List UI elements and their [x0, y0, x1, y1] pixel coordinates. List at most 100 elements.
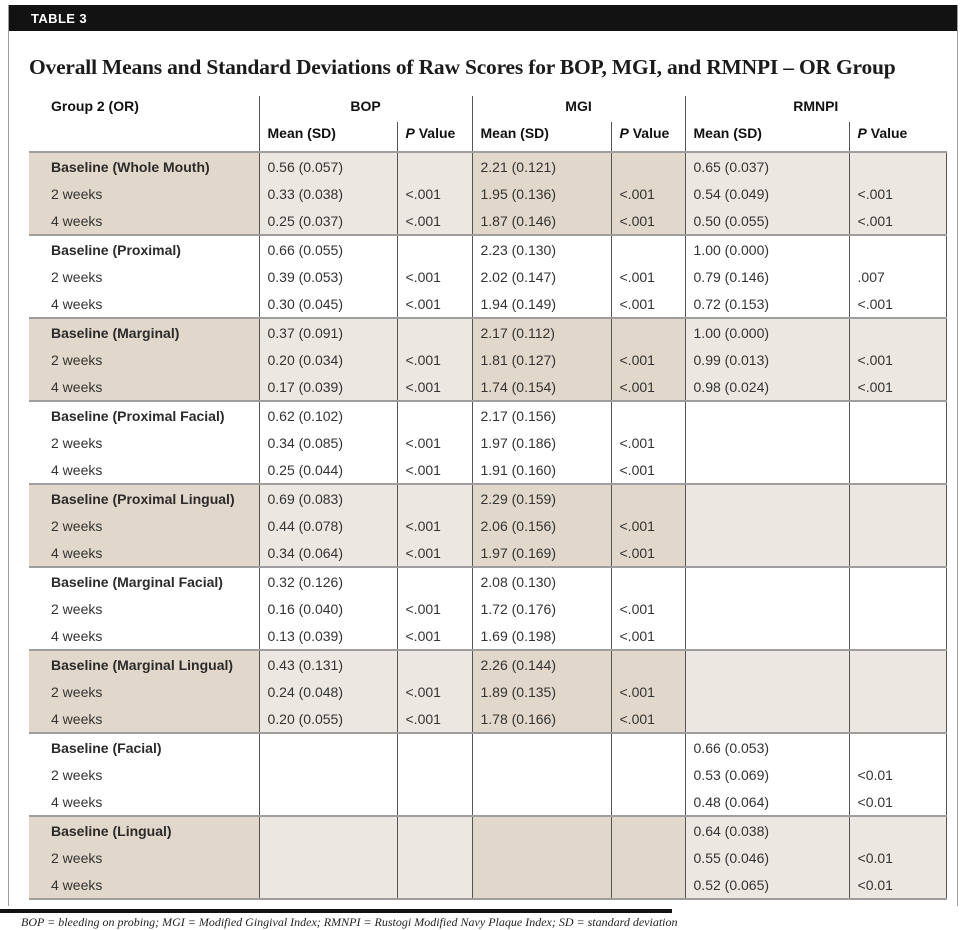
table-row: 4 weeks 0.17 (0.039) <.001 1.74 (0.154) <.00… — [29, 373, 947, 401]
value-cell — [396, 788, 472, 816]
value-cell: <.001 — [610, 373, 686, 401]
value-cell — [258, 788, 397, 816]
value-cell — [684, 483, 850, 512]
value-cell — [258, 871, 397, 900]
header-bop: BOP — [258, 96, 472, 122]
value-cell: <.001 — [848, 207, 947, 235]
table-row: 2 weeks 0.16 (0.040) <.001 1.72 (0.176) <.00… — [29, 595, 947, 622]
table-row: 2 weeks 0.24 (0.048) <.001 1.89 (0.135) <.00… — [29, 678, 947, 705]
value-cell: 2.26 (0.144) — [471, 649, 611, 678]
value-cell — [396, 761, 472, 788]
row-label-cell: Baseline (Whole Mouth) — [29, 151, 259, 180]
value-cell: <0.01 — [848, 871, 947, 900]
value-cell: 1.74 (0.154) — [471, 373, 611, 401]
value-cell: 0.62 (0.102) — [258, 400, 397, 429]
row-label-cell: 4 weeks — [29, 871, 259, 900]
value-cell — [258, 815, 397, 844]
value-cell: 2.17 (0.156) — [471, 400, 611, 429]
value-cell: 0.33 (0.038) — [258, 180, 397, 207]
table-row: 4 weeks 0.52 (0.065) <0.01 — [29, 871, 947, 900]
value-cell — [684, 400, 850, 429]
value-cell — [610, 788, 686, 816]
value-cell: <.001 — [848, 290, 947, 318]
value-cell: 0.37 (0.091) — [258, 317, 397, 346]
value-cell — [848, 705, 947, 733]
value-cell: 2.21 (0.121) — [471, 151, 611, 180]
table-row: Baseline (Marginal) 0.37 (0.091) 2.17 (0.1… — [29, 317, 947, 346]
row-label-cell: Baseline (Lingual) — [29, 815, 259, 844]
value-cell: 0.79 (0.146) — [684, 263, 850, 290]
value-cell: 0.24 (0.048) — [258, 678, 397, 705]
value-cell — [258, 844, 397, 871]
row-label-cell: 4 weeks — [51, 461, 103, 478]
value-cell: <.001 — [396, 539, 472, 567]
header-rmnpi: RMNPI — [684, 96, 947, 122]
row-label-cell: 4 weeks — [51, 295, 103, 312]
table-row: 4 weeks 0.48 (0.064) <0.01 — [29, 788, 947, 816]
value-cell — [471, 815, 611, 844]
table-row: 4 weeks 0.13 (0.039) <.001 1.69 (0.198) <.00… — [29, 622, 947, 650]
value-cell — [684, 705, 850, 733]
value-cell — [610, 871, 686, 900]
value-cell — [471, 732, 611, 761]
table-row: 2 weeks 0.44 (0.078) <.001 2.06 (0.156) <.00… — [29, 512, 947, 539]
value-cell: 0.50 (0.055) — [684, 207, 850, 235]
table-row: Baseline (Whole Mouth) 0.56 (0.057) 2.21 (… — [29, 151, 947, 180]
table-row: Baseline (Proximal) 0.66 (0.055) 2.23 (0.1… — [29, 234, 947, 263]
row-label-cell: Baseline (Facial) — [29, 732, 259, 761]
value-cell: 0.66 (0.055) — [258, 234, 397, 263]
value-cell: 0.66 (0.053) — [684, 732, 850, 761]
value-cell: 2.08 (0.130) — [471, 566, 611, 595]
value-cell — [471, 788, 611, 816]
table-row: Baseline (Facial) 0.66 (0.053) — [29, 732, 947, 761]
value-cell: .007 — [848, 263, 947, 290]
value-cell: 0.72 (0.153) — [684, 290, 850, 318]
value-cell: <.001 — [396, 512, 472, 539]
value-cell — [396, 649, 472, 678]
value-cell — [396, 483, 472, 512]
value-cell — [848, 595, 947, 622]
value-cell — [684, 456, 850, 484]
value-cell: <.001 — [610, 290, 686, 318]
value-cell: 1.00 (0.000) — [684, 234, 850, 263]
value-cell — [848, 317, 947, 346]
value-cell: <0.01 — [848, 788, 947, 816]
value-cell: 0.43 (0.131) — [258, 649, 397, 678]
row-label-cell: Baseline (Marginal) — [29, 317, 259, 346]
value-cell: 1.89 (0.135) — [471, 678, 611, 705]
value-cell: 0.53 (0.069) — [684, 761, 850, 788]
value-cell: <.001 — [610, 705, 686, 733]
value-cell: <.001 — [610, 512, 686, 539]
value-cell: <.001 — [610, 207, 686, 235]
value-cell — [610, 483, 686, 512]
value-cell: 0.34 (0.085) — [258, 429, 397, 456]
value-cell: <.001 — [610, 595, 686, 622]
value-cell — [848, 539, 947, 567]
row-label-cell: 2 weeks — [51, 268, 103, 285]
value-cell — [848, 151, 947, 180]
value-cell — [396, 815, 472, 844]
table-tag: TABLE 3 — [31, 10, 88, 26]
value-cell: <.001 — [610, 346, 686, 373]
table-row: 4 weeks 0.20 (0.055) <.001 1.78 (0.166) <.00… — [29, 705, 947, 733]
header-bop-mean: Mean (SD) — [258, 122, 397, 152]
table-footnote: BOP = bleeding on probing; MGI = Modifie… — [21, 915, 678, 929]
value-cell: 0.54 (0.049) — [684, 180, 850, 207]
value-cell: <.001 — [610, 263, 686, 290]
header-rmnpi-mean: Mean (SD) — [684, 122, 850, 152]
value-cell: 0.25 (0.037) — [258, 207, 397, 235]
value-cell — [471, 844, 611, 871]
value-cell — [684, 566, 850, 595]
value-cell: <.001 — [848, 346, 947, 373]
value-cell: 1.72 (0.176) — [471, 595, 611, 622]
value-cell — [848, 678, 947, 705]
value-cell: 0.99 (0.013) — [684, 346, 850, 373]
value-cell: 2.29 (0.159) — [471, 483, 611, 512]
value-cell: <.001 — [396, 456, 472, 484]
table-row: 2 weeks 0.33 (0.038) <.001 1.95 (0.136) <.00… — [29, 180, 947, 207]
value-cell — [396, 871, 472, 900]
value-cell: 1.97 (0.169) — [471, 539, 611, 567]
value-cell: <.001 — [396, 705, 472, 733]
value-cell: 0.30 (0.045) — [258, 290, 397, 318]
value-cell — [848, 512, 947, 539]
